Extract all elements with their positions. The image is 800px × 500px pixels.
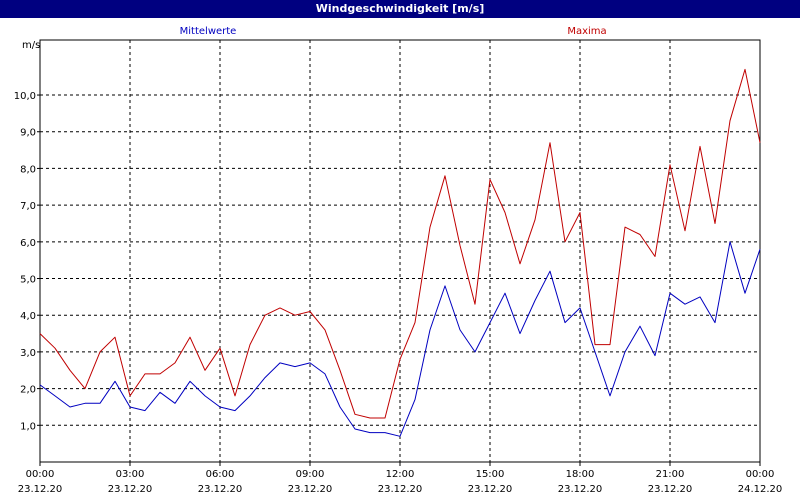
legend-mittelwerte: Mittelwerte <box>180 26 237 37</box>
y-tick-label: 9,0 <box>20 128 36 139</box>
y-tick-label: 8,0 <box>20 164 36 175</box>
x-tick-time: 09:00 <box>296 469 325 480</box>
x-tick-time: 21:00 <box>656 469 685 480</box>
x-tick-date: 23.12.20 <box>648 484 693 495</box>
chart-grid <box>39 39 761 463</box>
x-tick-time: 15:00 <box>476 469 505 480</box>
x-tick-time: 00:00 <box>26 469 55 480</box>
legend-maxima: Maxima <box>567 26 606 37</box>
y-tick-label: 6,0 <box>20 238 36 249</box>
y-tick-label: 2,0 <box>20 385 36 396</box>
series-line-mittelwerte <box>39 241 761 437</box>
x-tick-time: 12:00 <box>386 469 415 480</box>
x-tick-date: 23.12.20 <box>558 484 603 495</box>
y-tick-label: 7,0 <box>20 201 36 212</box>
y-tick-label: 3,0 <box>20 348 36 359</box>
series-line-maxima <box>39 68 761 419</box>
x-tick-time: 00:00 <box>746 469 775 480</box>
x-tick-time: 03:00 <box>116 469 145 480</box>
x-tick-time: 06:00 <box>206 469 235 480</box>
x-tick-date: 23.12.20 <box>288 484 333 495</box>
y-tick-label: 5,0 <box>20 275 36 286</box>
y-tick-label: 10,0 <box>14 91 36 102</box>
x-tick-date: 24.12.20 <box>738 484 783 495</box>
x-tick-date: 23.12.20 <box>18 484 63 495</box>
x-tick-time: 18:00 <box>566 469 595 480</box>
x-tick-date: 23.12.20 <box>108 484 153 495</box>
chart-series <box>39 68 761 437</box>
y-tick-label: 1,0 <box>20 421 36 432</box>
y-tick-label: 4,0 <box>20 311 36 322</box>
x-axis-ticks: 00:00 23.12.20 03:00 23.12.20 06:00 23.12.20 0… <box>18 462 783 495</box>
window-title: Windgeschwindigkeit [m/s] <box>0 0 800 18</box>
x-tick-date: 23.12.20 <box>198 484 243 495</box>
y-axis-ticks: 1,0 2,0 3,0 4,0 5,0 6,0 7,0 8,0 9,0 10,0 <box>14 91 40 432</box>
x-tick-date: 23.12.20 <box>468 484 513 495</box>
y-axis-label: m/s <box>22 40 40 51</box>
x-tick-date: 23.12.20 <box>378 484 423 495</box>
